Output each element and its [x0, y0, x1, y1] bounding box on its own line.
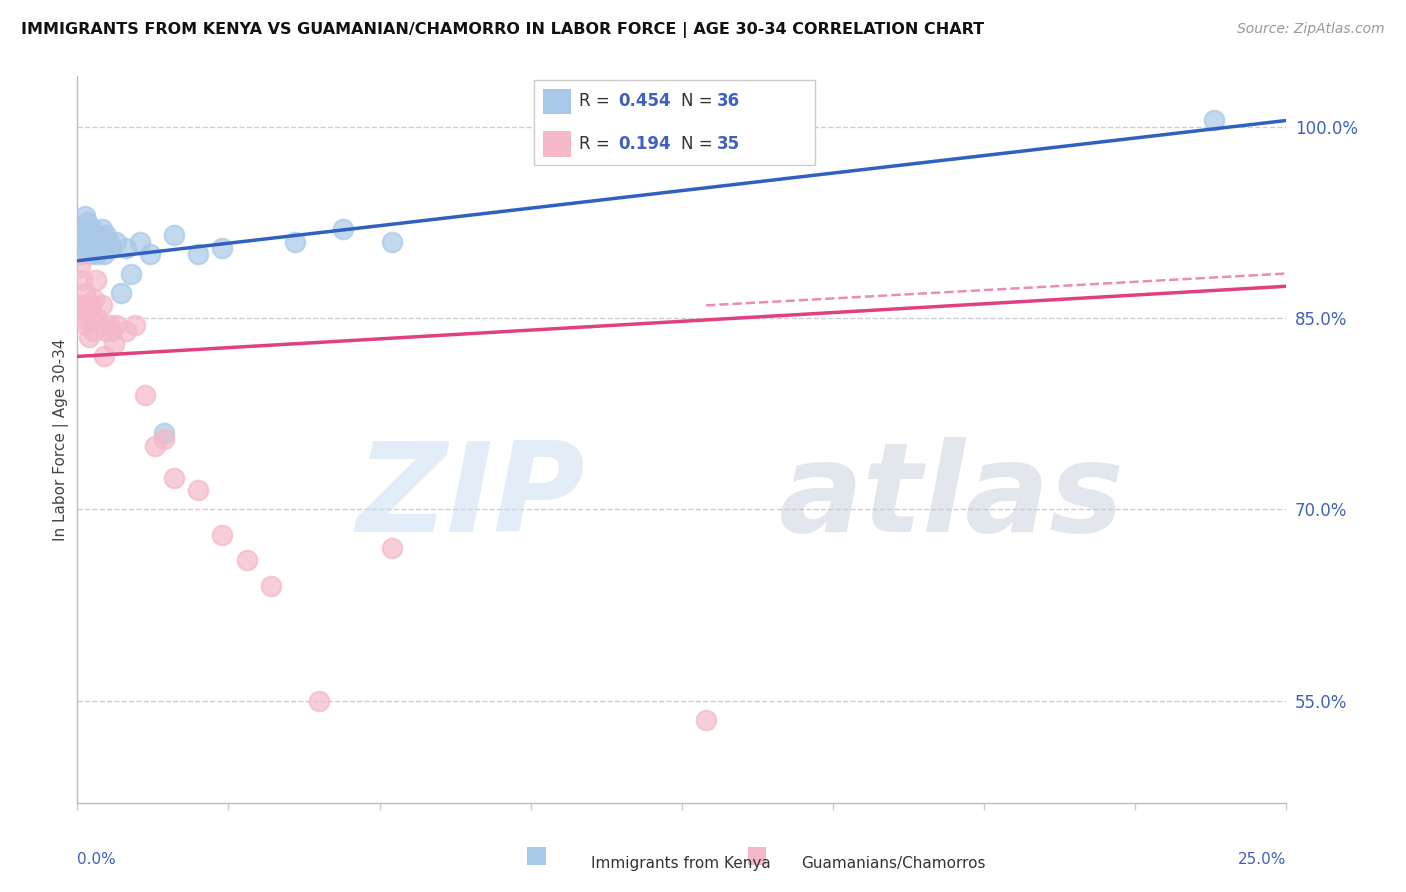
Text: 25.0%: 25.0%	[1239, 852, 1286, 867]
Point	[80, 247, 103, 261]
Point	[100, 241, 122, 255]
Point	[187, 483, 209, 498]
Point	[187, 247, 209, 261]
Text: 0.454: 0.454	[619, 93, 671, 111]
Point	[82, 324, 104, 338]
Point	[105, 318, 128, 332]
Point	[105, 235, 128, 249]
Text: Immigrants from Kenya: Immigrants from Kenya	[591, 856, 770, 871]
Point	[75, 235, 97, 249]
Point	[79, 228, 101, 243]
Point	[69, 260, 91, 274]
Point	[72, 241, 94, 255]
Point	[114, 324, 136, 338]
Text: R =: R =	[579, 93, 616, 111]
Point	[211, 241, 233, 255]
Point	[260, 579, 283, 593]
Point	[76, 215, 98, 229]
Text: N =: N =	[681, 135, 717, 153]
Point	[103, 336, 125, 351]
Point	[73, 209, 96, 223]
Point	[124, 318, 146, 332]
Point	[381, 235, 404, 249]
Point	[70, 273, 93, 287]
Point	[70, 247, 93, 261]
Text: atlas: atlas	[779, 437, 1125, 558]
Point	[96, 228, 118, 243]
Text: 0.194: 0.194	[619, 135, 671, 153]
Text: ZIP: ZIP	[357, 437, 585, 558]
Point	[77, 305, 100, 319]
Point	[69, 228, 91, 243]
Point	[97, 235, 120, 249]
Text: 35: 35	[717, 135, 740, 153]
FancyBboxPatch shape	[543, 89, 571, 114]
Point	[90, 222, 112, 236]
Point	[80, 311, 103, 326]
Text: 36: 36	[717, 93, 740, 111]
Point	[110, 285, 132, 300]
Point	[86, 311, 108, 326]
Point	[83, 292, 105, 306]
Point	[129, 235, 152, 249]
Point	[70, 222, 93, 236]
Point	[75, 318, 97, 332]
Point	[1202, 113, 1225, 128]
Point	[90, 298, 112, 312]
Point	[93, 247, 115, 261]
Point	[84, 235, 107, 249]
Y-axis label: In Labor Force | Age 30-34: In Labor Force | Age 30-34	[53, 338, 69, 541]
Point	[87, 235, 110, 249]
Point	[72, 311, 94, 326]
Point	[97, 318, 120, 332]
Point	[70, 298, 93, 312]
Point	[153, 425, 176, 440]
Text: IMMIGRANTS FROM KENYA VS GUAMANIAN/CHAMORRO IN LABOR FORCE | AGE 30-34 CORRELATI: IMMIGRANTS FROM KENYA VS GUAMANIAN/CHAMO…	[21, 22, 984, 38]
Point	[284, 235, 307, 249]
Point	[153, 432, 176, 446]
Point	[76, 298, 98, 312]
Point	[84, 273, 107, 287]
Point	[86, 228, 108, 243]
Point	[163, 228, 186, 243]
Point	[80, 222, 103, 236]
Point	[83, 241, 105, 255]
Point	[73, 285, 96, 300]
Point	[120, 267, 142, 281]
Point	[80, 298, 103, 312]
Point	[79, 330, 101, 344]
Text: R =: R =	[579, 135, 620, 153]
FancyBboxPatch shape	[543, 131, 571, 157]
Point	[77, 235, 100, 249]
Point	[211, 528, 233, 542]
Point	[100, 324, 122, 338]
Point	[139, 247, 162, 261]
Point	[381, 541, 404, 555]
Point	[82, 228, 104, 243]
Point	[235, 553, 257, 567]
Point	[143, 439, 166, 453]
Point	[86, 247, 108, 261]
Point	[114, 241, 136, 255]
Text: Source: ZipAtlas.com: Source: ZipAtlas.com	[1237, 22, 1385, 37]
Point	[695, 713, 717, 727]
Point	[308, 694, 330, 708]
Text: N =: N =	[681, 93, 717, 111]
FancyBboxPatch shape	[534, 80, 815, 165]
Point	[163, 470, 186, 484]
Text: Guamanians/Chamorros: Guamanians/Chamorros	[801, 856, 986, 871]
Point	[93, 350, 115, 364]
Point	[96, 324, 118, 338]
Point	[332, 222, 354, 236]
Point	[134, 387, 156, 401]
Text: 0.0%: 0.0%	[77, 852, 117, 867]
